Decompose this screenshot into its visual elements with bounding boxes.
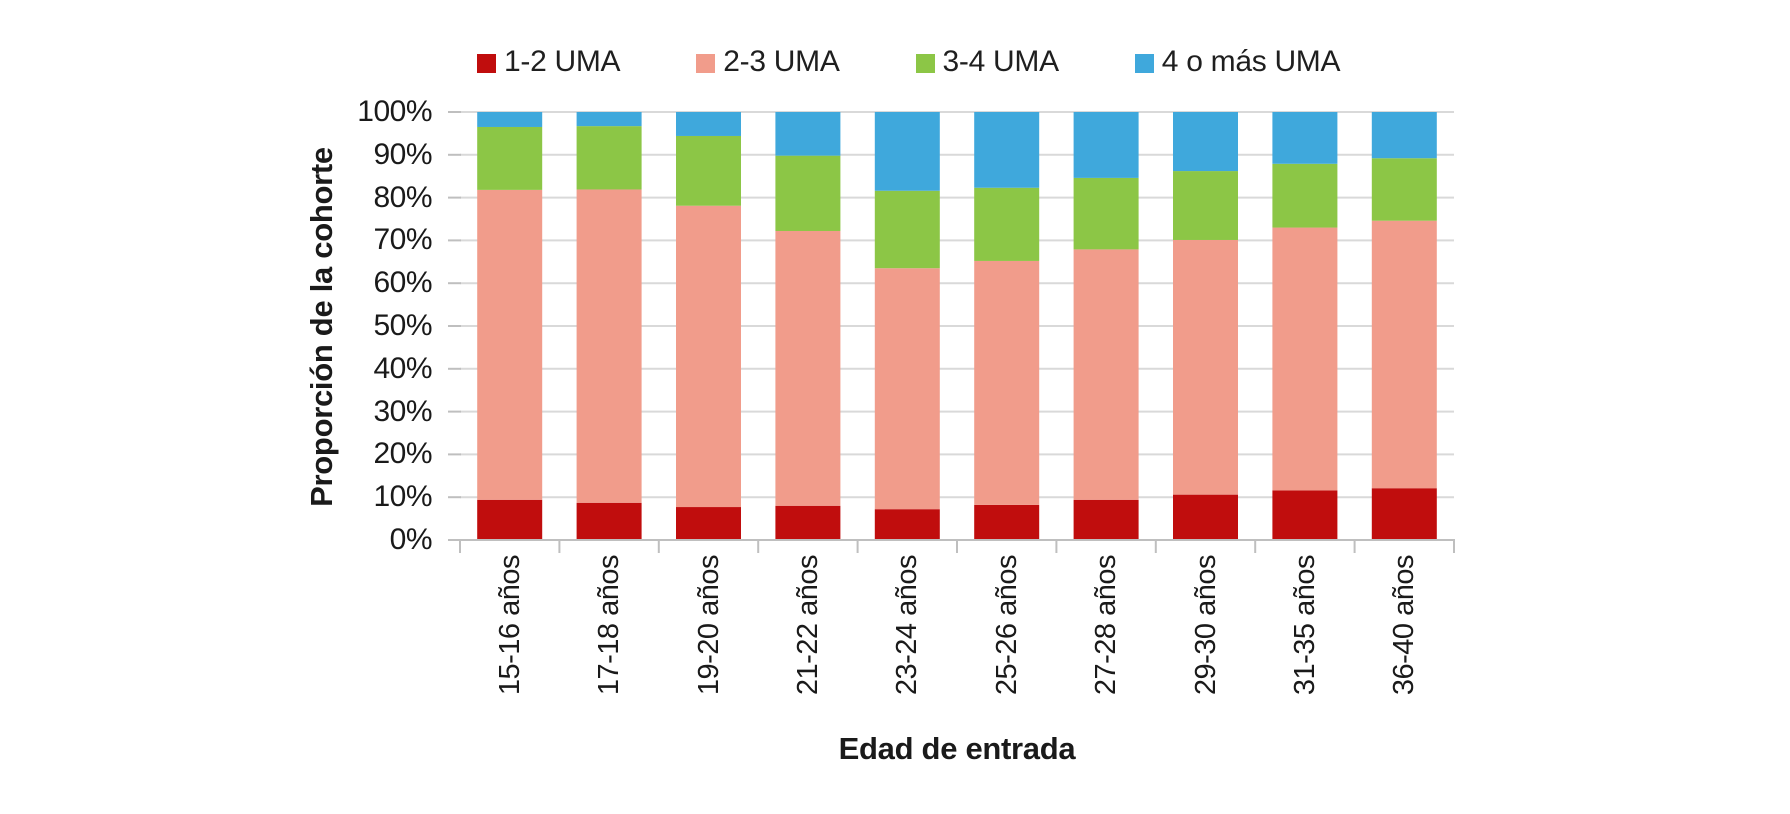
segment-36-40-años-2-3-uma bbox=[1371, 220, 1437, 489]
legend-item-2-3-uma: 2-3 UMA bbox=[696, 44, 840, 80]
legend-item-4-o-mas-uma: 4 o más UMA bbox=[1134, 44, 1341, 80]
legend-swatch-1-2-uma bbox=[477, 53, 496, 73]
segment-31-35-años-3-4-uma bbox=[1272, 163, 1338, 228]
segment-21-22-años-3-4-uma bbox=[775, 155, 841, 231]
y-tick-label-30%: 30% bbox=[373, 394, 432, 428]
legend-swatch-3-4-uma bbox=[915, 53, 935, 73]
legend-label-1-2-uma: 1-2 UMA bbox=[504, 45, 621, 78]
segment-19-20-años-1-2-uma bbox=[676, 507, 741, 540]
segment-25-26-años-4-o-más-uma bbox=[974, 112, 1040, 188]
segment-31-35-años-4-o-más-uma bbox=[1272, 112, 1338, 164]
y-tick-label-70%: 70% bbox=[373, 223, 432, 257]
segment-17-18-años-2-3-uma bbox=[576, 189, 642, 503]
segment-23-24-años-2-3-uma bbox=[874, 268, 940, 510]
segment-29-30-años-4-o-más-uma bbox=[1173, 112, 1238, 172]
segment-15-16-años-4-o-más-uma bbox=[477, 112, 543, 127]
segment-31-35-años-1-2-uma bbox=[1272, 490, 1338, 540]
y-tick-label-100%: 100% bbox=[357, 95, 432, 128]
segment-19-20-años-3-4-uma bbox=[676, 135, 741, 206]
segment-17-18-años-1-2-uma bbox=[576, 502, 642, 540]
y-tick-label-20%: 20% bbox=[373, 437, 432, 471]
x-axis-title: Edad de entrada bbox=[838, 731, 1076, 766]
segment-15-16-años-2-3-uma bbox=[477, 189, 543, 500]
x-label-19-20-años: 19-20 años bbox=[692, 555, 725, 696]
x-label-17-18-años: 17-18 años bbox=[593, 555, 626, 696]
segment-36-40-años-4-o-más-uma bbox=[1371, 112, 1437, 159]
segment-15-16-años-3-4-uma bbox=[477, 126, 543, 190]
y-tick-label-40%: 40% bbox=[373, 351, 432, 385]
y-tick-label-60%: 60% bbox=[373, 266, 432, 300]
segment-27-28-años-3-4-uma bbox=[1073, 177, 1139, 250]
segment-15-16-años-1-2-uma bbox=[477, 499, 543, 540]
x-label-29-30-años: 29-30 años bbox=[1189, 555, 1222, 696]
x-label-31-35-años: 31-35 años bbox=[1288, 555, 1321, 696]
segment-21-22-años-2-3-uma bbox=[775, 230, 841, 506]
y-tick-label-80%: 80% bbox=[373, 180, 432, 214]
y-tick-label-10%: 10% bbox=[373, 480, 432, 514]
segment-29-30-años-1-2-uma bbox=[1173, 494, 1238, 540]
y-tick-label-90%: 90% bbox=[373, 137, 432, 171]
segment-25-26-años-1-2-uma bbox=[974, 504, 1040, 540]
x-label-27-28-años: 27-28 años bbox=[1090, 555, 1123, 696]
segment-19-20-años-2-3-uma bbox=[676, 205, 741, 508]
segment-25-26-años-2-3-uma bbox=[974, 260, 1040, 505]
legend-item-1-2-uma: 1-2 UMA bbox=[477, 44, 621, 80]
x-label-21-22-años: 21-22 años bbox=[791, 555, 824, 696]
segment-29-30-años-2-3-uma bbox=[1173, 239, 1238, 495]
legend-swatch-4-o-mas-uma bbox=[1134, 53, 1154, 73]
segment-31-35-años-2-3-uma bbox=[1272, 227, 1338, 491]
legend-label-3-4-uma: 3-4 UMA bbox=[942, 45, 1060, 78]
segment-27-28-años-2-3-uma bbox=[1073, 249, 1139, 500]
y-tick-label-0%: 0% bbox=[389, 523, 433, 556]
segment-17-18-años-4-o-más-uma bbox=[576, 112, 642, 127]
segment-23-24-años-3-4-uma bbox=[874, 190, 940, 269]
segment-29-30-años-3-4-uma bbox=[1173, 171, 1238, 240]
segment-25-26-años-3-4-uma bbox=[974, 187, 1040, 261]
segment-21-22-años-1-2-uma bbox=[775, 505, 841, 540]
legend-label-4-o-mas-uma: 4 o más UMA bbox=[1161, 45, 1341, 78]
y-tick-label-50%: 50% bbox=[373, 309, 432, 342]
segment-17-18-años-3-4-uma bbox=[576, 126, 642, 190]
segment-36-40-años-1-2-uma bbox=[1371, 488, 1437, 540]
x-label-23-24-años: 23-24 años bbox=[891, 555, 924, 696]
legend-swatch-2-3-uma bbox=[696, 53, 716, 73]
segment-27-28-años-1-2-uma bbox=[1073, 499, 1139, 540]
legend-label-2-3-uma: 2-3 UMA bbox=[723, 45, 840, 78]
x-label-25-26-años: 25-26 años bbox=[990, 555, 1023, 696]
segment-21-22-años-4-o-más-uma bbox=[775, 112, 841, 156]
x-label-36-40-años: 36-40 años bbox=[1388, 555, 1421, 696]
segment-23-24-años-1-2-uma bbox=[874, 509, 940, 540]
segment-36-40-años-3-4-uma bbox=[1371, 158, 1437, 221]
segment-27-28-años-4-o-más-uma bbox=[1073, 112, 1139, 178]
x-label-15-16-años: 15-16 años bbox=[493, 555, 526, 696]
legend: 1-2 UMA 2-3 UMA 3-4 UMA 4 o más UMA bbox=[477, 44, 1341, 80]
segment-19-20-años-4-o-más-uma bbox=[676, 112, 741, 136]
legend-item-3-4-uma: 3-4 UMA bbox=[915, 44, 1060, 80]
segment-23-24-años-4-o-más-uma bbox=[874, 112, 940, 191]
